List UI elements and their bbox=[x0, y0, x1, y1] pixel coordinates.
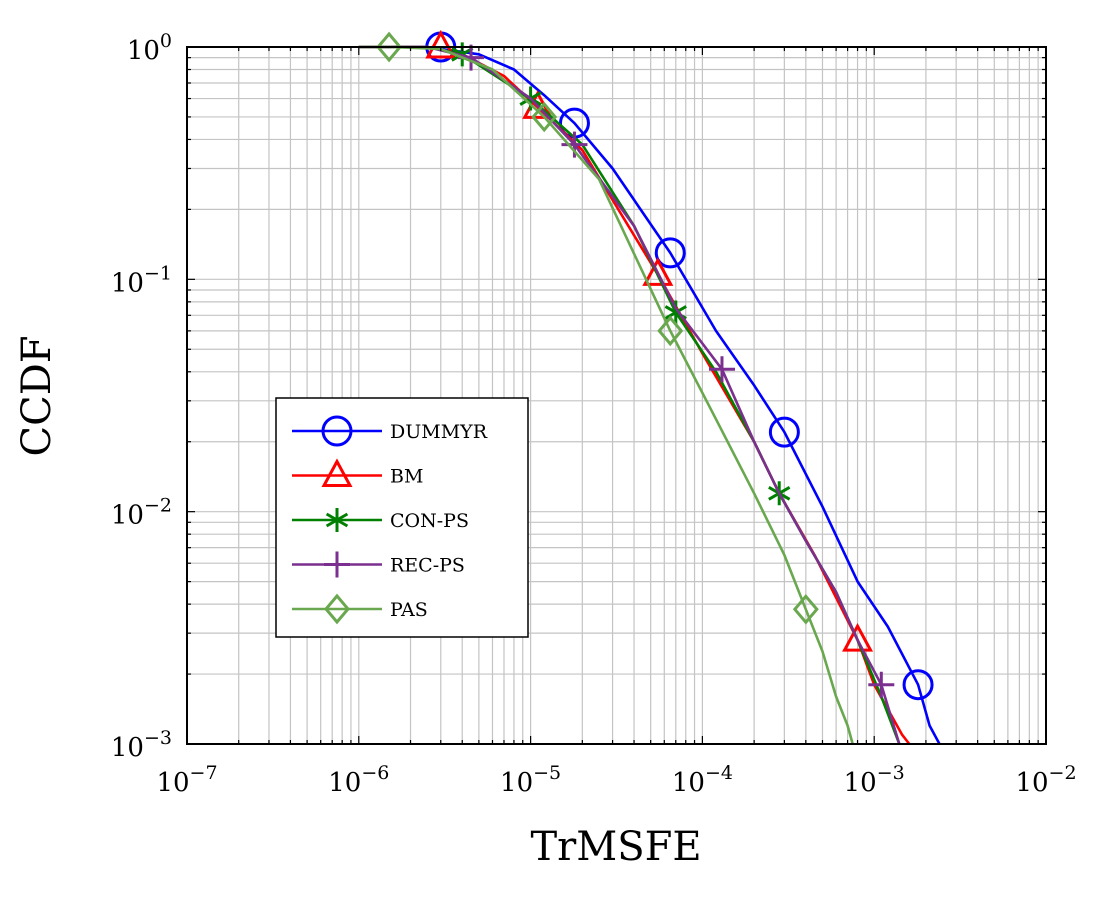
x-tick-label: 10−3 bbox=[844, 762, 905, 798]
pas-marker bbox=[792, 593, 819, 625]
legend-marker bbox=[321, 415, 353, 447]
rec-ps-marker bbox=[708, 356, 735, 383]
legend-item-dummyr: DUMMYR bbox=[292, 415, 488, 447]
series-rec-ps bbox=[358, 44, 901, 745]
ticks bbox=[186, 46, 1047, 745]
y-axis-title: CCDF bbox=[14, 335, 60, 456]
legend: DUMMYR BM CON-PS REC-PS PAS bbox=[275, 397, 529, 638]
legend-label: DUMMYR bbox=[390, 421, 488, 443]
grid bbox=[187, 47, 1046, 744]
dummyr-marker bbox=[768, 416, 800, 448]
dummyr-marker bbox=[654, 237, 686, 269]
x-tick-label: 10−5 bbox=[500, 762, 561, 798]
series-layer bbox=[358, 29, 941, 745]
legend-item-rec-ps: REC-PS bbox=[292, 551, 465, 578]
legend-item-bm: BM bbox=[292, 458, 423, 488]
pas-marker bbox=[376, 31, 403, 63]
legend-item-pas: PAS bbox=[292, 593, 428, 625]
legend-label: REC-PS bbox=[390, 555, 465, 577]
legend-label: PAS bbox=[390, 599, 428, 621]
legend-marker bbox=[325, 508, 349, 532]
legend-item-con-ps: CON-PS bbox=[292, 508, 469, 532]
bm-marker bbox=[642, 257, 674, 286]
dummyr-line bbox=[358, 45, 941, 745]
rec-ps-marker bbox=[561, 131, 588, 158]
rec-ps-marker bbox=[868, 671, 895, 698]
x-tick-label: 10−6 bbox=[328, 762, 389, 798]
legend-box bbox=[275, 397, 529, 638]
y-tick-label: 10−2 bbox=[111, 495, 172, 531]
x-tick-label: 10−4 bbox=[672, 762, 733, 798]
legend-label: CON-PS bbox=[390, 510, 469, 532]
x-axis-title: TrMSFE bbox=[530, 824, 701, 870]
series-pas bbox=[358, 31, 854, 745]
y-tick-label: 100 bbox=[127, 30, 172, 66]
y-tick-label: 10−1 bbox=[111, 262, 172, 298]
bm-marker bbox=[842, 622, 874, 652]
plot-frame bbox=[186, 46, 1047, 745]
legend-marker bbox=[324, 593, 350, 625]
x-tick-label: 10−2 bbox=[1015, 762, 1076, 798]
legend-label: BM bbox=[390, 466, 423, 488]
x-tick-label: 10−7 bbox=[156, 762, 217, 798]
pas-marker bbox=[657, 315, 684, 347]
y-tick-label: 10−3 bbox=[111, 727, 172, 763]
tick-labels: 10−7 10−6 10−5 10−4 10−3 10−2 100 10−1 10−2 10−3 bbox=[111, 30, 1077, 798]
pas-marker bbox=[531, 101, 558, 133]
legend-marker bbox=[324, 551, 350, 578]
bm-marker bbox=[425, 29, 457, 59]
pas-line bbox=[358, 45, 854, 745]
dummyr-marker bbox=[902, 669, 934, 701]
legend-marker bbox=[321, 458, 353, 487]
